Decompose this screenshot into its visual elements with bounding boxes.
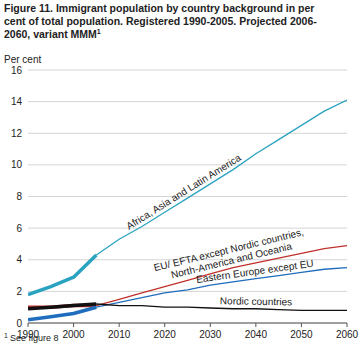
x-tick	[347, 323, 348, 327]
y-tick-label: 4	[16, 254, 22, 265]
footnote: 1See figure 8	[4, 332, 58, 343]
x-tick	[28, 323, 29, 327]
y-tick-label: 14	[11, 96, 23, 107]
x-axis	[28, 323, 347, 324]
grid-line	[28, 291, 347, 292]
grid-line	[28, 164, 347, 165]
y-tick-label: 10	[11, 159, 23, 170]
x-tick-label: 2000	[62, 329, 85, 340]
grid-line	[28, 101, 347, 102]
chart: Figure 11. Immigrant population by count…	[0, 0, 361, 344]
y-tick-label: 12	[11, 128, 23, 139]
footnote-text: See figure 8	[10, 333, 59, 343]
x-tick-label: 2010	[108, 329, 131, 340]
x-tick	[255, 323, 256, 327]
series-label-line: Nordic countries	[220, 295, 292, 307]
series-label: Africa, Asia and Latin America	[124, 152, 243, 232]
y-tick-label: 8	[16, 191, 22, 202]
series-label-line: Eastern Europe except EU	[195, 258, 314, 285]
title-line: 2060, variant MMM	[4, 28, 97, 40]
y-tick-label: 2	[16, 286, 22, 297]
y-tick-label: 16	[11, 65, 23, 76]
x-tick-label: 2040	[245, 329, 268, 340]
x-tick-label: 2060	[336, 329, 359, 340]
footnote-marker: 1	[97, 28, 101, 35]
y-tick-label: 6	[16, 223, 22, 234]
series-label-line: Africa, Asia and Latin America	[124, 152, 243, 232]
footnote-marker: 1	[4, 332, 8, 339]
plot-area	[28, 100, 347, 320]
x-tick	[119, 323, 120, 327]
registered-line	[28, 304, 96, 309]
x-tick	[73, 323, 74, 327]
y-label: Per cent	[4, 54, 41, 65]
grid-line	[28, 196, 347, 197]
x-tick-label: 2030	[199, 329, 222, 340]
series-label: Eastern Europe except EU	[195, 258, 314, 285]
x-tick	[301, 323, 302, 327]
title-line: cent of total population. Registered 199…	[4, 15, 317, 27]
grid-line	[28, 70, 347, 71]
title: Figure 11. Immigrant population by count…	[4, 2, 317, 40]
title-line: Figure 11. Immigrant population by count…	[4, 2, 314, 14]
registered-line	[28, 255, 96, 295]
x-tick-label: 2020	[154, 329, 177, 340]
x-tick	[210, 323, 211, 327]
series-label: Nordic countries	[220, 295, 292, 307]
x-tick-label: 2050	[290, 329, 313, 340]
projected-line	[96, 100, 347, 255]
y-tick-label: 0	[16, 318, 22, 329]
grid-line	[28, 133, 347, 134]
x-tick	[164, 323, 165, 327]
grid-line	[28, 323, 347, 324]
